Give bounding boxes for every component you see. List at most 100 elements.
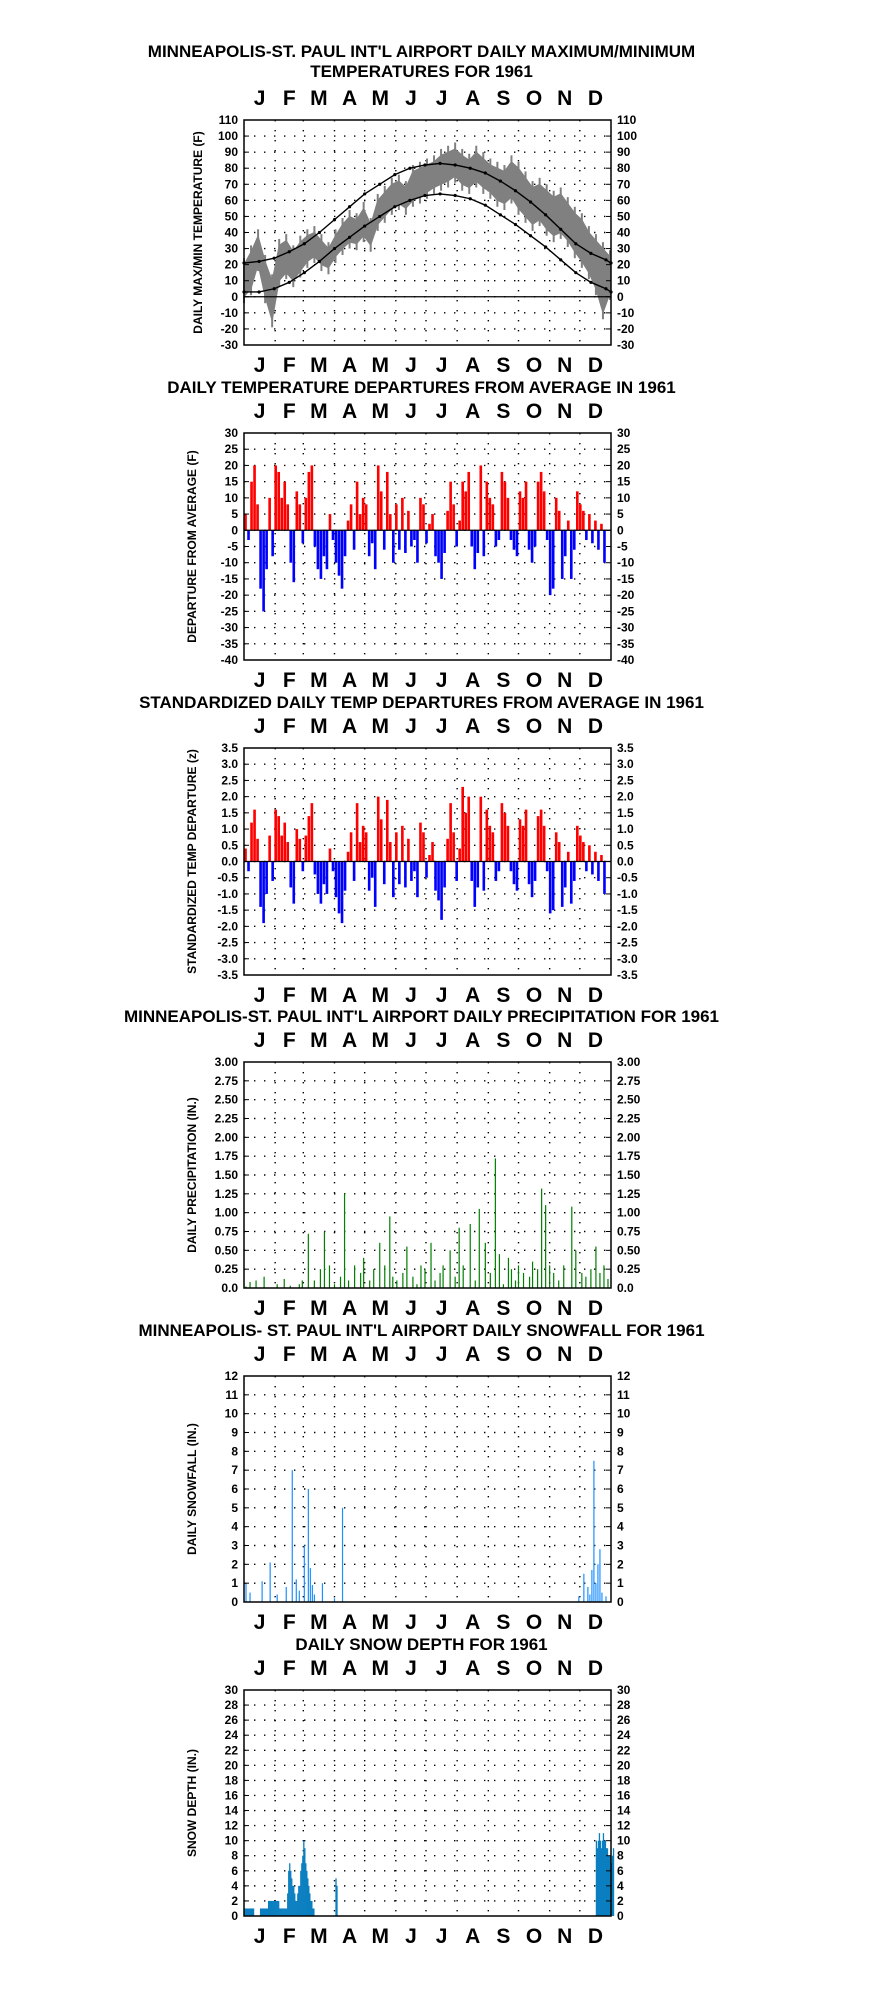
bar [291,1878,293,1916]
bar [455,530,458,547]
bar [563,530,567,557]
y-tick-label-left: 30 [225,242,239,256]
y-tick-label-left: 1.25 [215,1187,239,1201]
bar [458,1227,460,1288]
month-label-top: M [310,1657,328,1680]
y-tick-label-left: 0.5 [221,838,238,852]
month-label-bottom: M [371,1611,389,1634]
bar [244,514,247,531]
month-label-top: M [310,1343,328,1366]
y-tick-label-right: 4 [617,1879,624,1893]
y-tick-label-left: -10 [221,306,239,320]
bar [266,1908,269,1916]
bar [255,1280,257,1288]
bar [248,1908,251,1916]
point-normal_max [378,182,382,186]
bar [333,1284,336,1288]
chart-title: TEMPERATURES FOR 1961 [310,62,533,81]
y-tick-label-right: 0.0 [617,1281,634,1295]
bar [292,861,296,904]
bar [328,848,332,862]
bar [275,1900,277,1916]
bar [259,530,262,589]
bar [283,1908,285,1916]
bar [533,861,537,881]
bar [594,520,597,531]
bar [263,1908,266,1916]
y-tick-label-left: 3 [231,1539,238,1553]
bar [340,530,344,589]
bar [558,1280,560,1288]
month-label-bottom: J [436,669,448,692]
bar [560,861,564,907]
month-label-bottom: D [588,1611,603,1634]
bar [335,1878,337,1916]
bar [517,1265,520,1288]
point-normal_min [483,203,487,207]
bar [295,491,299,531]
bar [545,1205,547,1288]
month-label-top: A [342,87,357,110]
month-label-bottom: J [405,984,417,1007]
y-tick-label-right: 30 [617,242,631,256]
bar [585,861,588,872]
bar [246,1908,249,1916]
bar [286,504,290,531]
y-tick-label-left: -30 [221,621,239,635]
month-label-bottom: A [465,1611,480,1634]
bar [288,1870,290,1916]
bar [301,861,305,872]
bar [518,491,522,531]
y-tick-label-right: 80 [617,161,631,175]
y-tick-label-right: -30 [617,621,635,635]
bar [612,1848,615,1916]
bar [494,861,498,881]
bar [424,1269,426,1288]
bar [307,1489,309,1602]
bar [593,1460,595,1602]
y-tick-label-left: 1.00 [215,1206,239,1220]
bar [310,803,314,862]
bar [313,1280,315,1288]
bar [373,861,377,907]
bar [367,530,371,557]
bar [360,1272,362,1288]
bar [434,1280,436,1288]
y-tick-label-left: 3.00 [215,1055,239,1069]
bar [413,530,416,541]
month-label-top: A [342,400,357,423]
bar [271,861,274,881]
bar [245,1908,248,1916]
y-tick-label-right: 1.5 [617,806,634,820]
bar [379,491,383,531]
month-label-bottom: O [526,669,542,692]
bar [301,1280,303,1288]
bar [313,530,317,547]
bar [289,1285,291,1288]
bar [595,1246,597,1288]
y-tick-label-left: 0 [231,1909,238,1923]
bar [358,514,362,531]
month-label-top: J [405,1029,417,1052]
y-tick-label-right: 2.5 [617,773,634,787]
y-tick-label-left: 100 [218,129,238,143]
bar [263,1276,265,1288]
y-tick-label-right: 90 [617,145,631,159]
point-normal_max [544,213,548,217]
month-label-bottom: O [526,984,542,1007]
point-normal_min [574,271,578,275]
bar [579,504,582,531]
y-tick-label-right: 100 [617,129,637,143]
bar [319,861,323,904]
bar [599,1840,602,1916]
bar [603,530,606,563]
bar [416,861,419,898]
bar [600,855,603,862]
month-label-bottom: O [526,1611,542,1634]
month-label-top: F [283,1029,296,1052]
y-tick-label-left: 0 [231,290,238,304]
bar [407,510,410,531]
point-normal_max [483,171,487,175]
bar [428,523,431,531]
bar [283,822,287,862]
